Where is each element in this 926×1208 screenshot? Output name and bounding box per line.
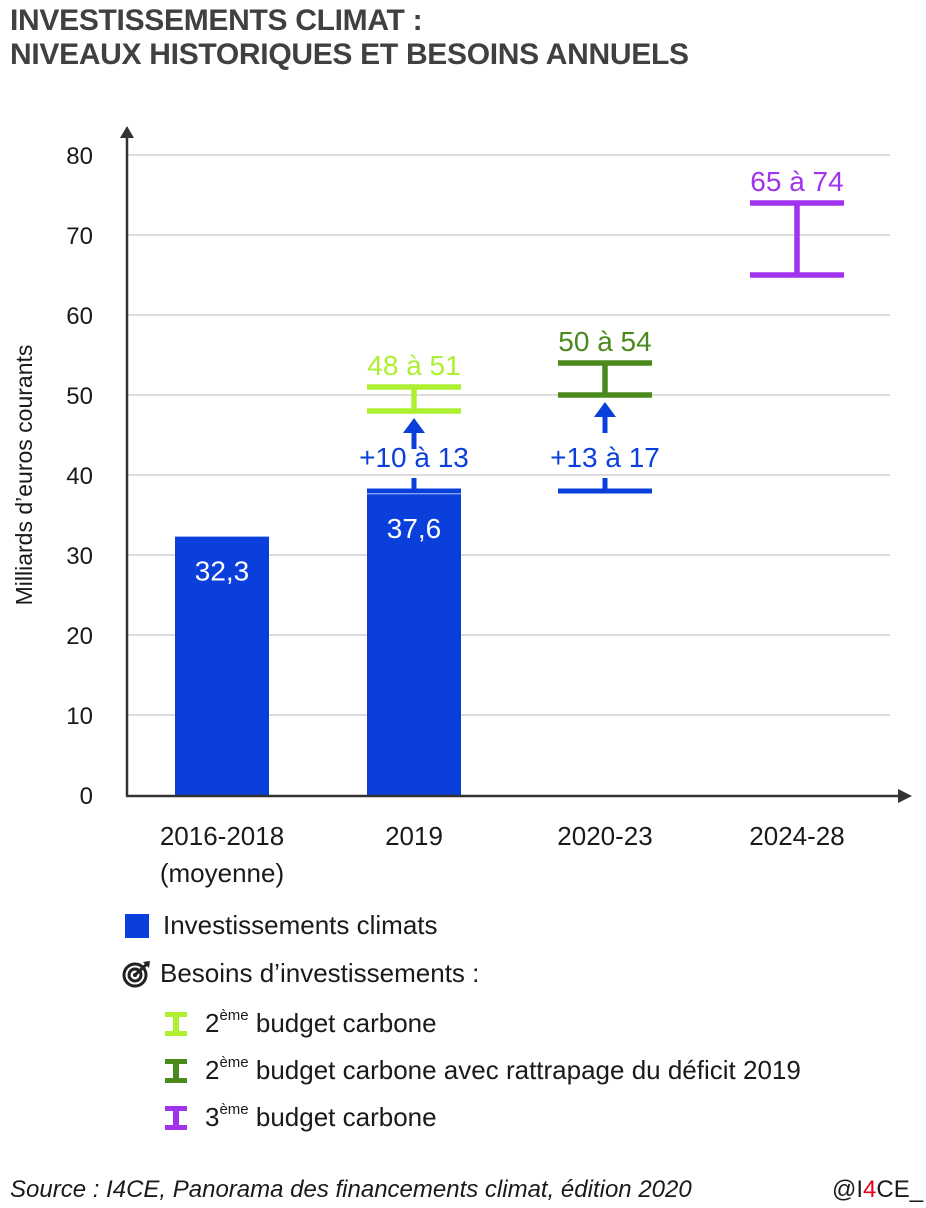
- arrow-up-icon: [403, 418, 425, 433]
- i4ce-handle[interactable]: @I4CE_: [832, 1176, 923, 1204]
- x-tick-labels: 2016-2018 (moyenne) 2019 2020-23 2024-28: [160, 821, 845, 888]
- x-tick-label-line2: (moyenne): [160, 858, 284, 888]
- legend-label-number: 3: [205, 1102, 220, 1132]
- x-tick-label: 2019: [385, 821, 443, 851]
- legend-label-text: budget carbone: [248, 1102, 437, 1132]
- ibeam-icon: [165, 1058, 187, 1083]
- chart-title: INVESTISSEMENTS CLIMAT : NIVEAUX HISTORI…: [10, 4, 689, 72]
- legend-item-budget[interactable]: 2ème budget carbone avec rattrapage du d…: [165, 1054, 801, 1086]
- x-tick-label: 2024-28: [749, 821, 844, 851]
- legend-label-text: budget carbone avec rattrapage du défici…: [248, 1055, 801, 1085]
- range-label: 65 à 74: [750, 166, 843, 197]
- y-tick-label: 80: [66, 143, 93, 170]
- legend-label-number: 2: [205, 1008, 220, 1038]
- legend-item-budget[interactable]: 2ème budget carbone: [165, 1007, 437, 1039]
- legend-item-investments[interactable]: Investissements climats: [125, 910, 438, 941]
- range-label: 48 à 51: [367, 350, 460, 381]
- bar-value-label: 37,6: [387, 513, 442, 544]
- need-ranges: +10 à 13 +13 à 17 48 à 51 50 à 54 65 à 74: [359, 166, 844, 494]
- y-tick-label: 0: [80, 783, 93, 810]
- y-tick-label: 50: [66, 383, 93, 410]
- y-tick-label: 20: [66, 623, 93, 650]
- gap-label: +13 à 17: [550, 442, 660, 473]
- legend-item-budget[interactable]: 3ème budget carbone: [165, 1101, 437, 1133]
- legend-label-budget: 2ème budget carbone avec rattrapage du d…: [205, 1054, 801, 1086]
- x-axis-arrow-icon: [898, 789, 912, 803]
- y-tick-label: 60: [66, 303, 93, 330]
- bar-value-label: 32,3: [195, 556, 250, 587]
- legend-label-investments: Investissements climats: [163, 910, 438, 940]
- legend-label-budget: 3ème budget carbone: [205, 1101, 437, 1133]
- bar: [175, 536, 269, 796]
- y-tick-label: 70: [66, 223, 93, 250]
- blue-square-icon: [125, 913, 149, 938]
- handle-red-digit: 4: [863, 1176, 877, 1203]
- chart-title-line2: NIVEAUX HISTORIQUES ET BESOINS ANNUELS: [10, 38, 689, 71]
- gridlines: [127, 154, 890, 716]
- y-axis-arrow-icon: [120, 126, 134, 138]
- y-axis-label: Milliards d’euros courants: [11, 345, 37, 606]
- legend-label-number: 2: [205, 1055, 220, 1085]
- chart-title-line1: INVESTISSEMENTS CLIMAT :: [10, 4, 423, 37]
- y-tick-label: 40: [66, 463, 93, 490]
- bar: [367, 494, 461, 796]
- ibeam-icon: [165, 1105, 187, 1130]
- axes: [120, 126, 912, 803]
- x-tick-label: 2016-2018: [160, 821, 284, 851]
- legend-label-budget: 2ème budget carbone: [205, 1007, 437, 1039]
- target-icon: [122, 960, 150, 987]
- x-tick-label: 2020-23: [557, 821, 652, 851]
- legend-label-superscript: ème: [219, 1101, 249, 1119]
- legend-needs-header: Besoins d’investissements :: [160, 958, 480, 988]
- handle-prefix: @I: [832, 1176, 864, 1203]
- source-note: Source : I4CE, Panorama des financements…: [10, 1176, 692, 1203]
- ibeam-icon: [165, 1011, 187, 1036]
- arrow-up-icon: [594, 402, 616, 417]
- y-tick-label: 10: [66, 703, 93, 730]
- gap-label: +10 à 13: [359, 442, 469, 473]
- legend-label-superscript: ème: [219, 1054, 249, 1072]
- y-tick-labels: 0 10 20 30 40 50 60 70 80: [66, 143, 93, 810]
- legend-label-superscript: ème: [219, 1007, 249, 1025]
- legend-label-text: budget carbone: [248, 1008, 437, 1038]
- handle-suffix: CE_: [876, 1176, 924, 1203]
- bars: 32,3 37,6: [175, 494, 461, 796]
- range-label: 50 à 54: [558, 326, 651, 357]
- legend-item-needs-header: Besoins d’investissements :: [122, 958, 479, 989]
- chart-area: 0 10 20 30 40 50 60 70 80 32,3 37,6 +10 à 13 +13 à…: [11, 126, 912, 888]
- y-tick-label: 30: [66, 543, 93, 570]
